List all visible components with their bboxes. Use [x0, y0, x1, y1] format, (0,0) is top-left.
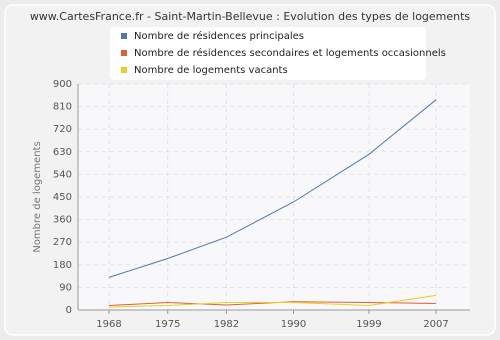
x-tick-label: 1982: [214, 319, 239, 330]
y-tick-label: 0: [66, 305, 72, 316]
x-tick-label: 2007: [423, 319, 448, 330]
legend-swatch: [121, 33, 127, 39]
y-tick-label: 630: [53, 147, 72, 158]
legend-swatch: [121, 67, 127, 73]
y-tick-label: 270: [53, 237, 72, 248]
legend-label: Nombre de résidences principales: [134, 30, 304, 42]
legend-label: Nombre de résidences secondaires et loge…: [134, 47, 446, 59]
y-tick-label: 540: [53, 169, 72, 180]
y-tick-label: 810: [53, 102, 72, 113]
x-tick-label: 1990: [281, 319, 306, 330]
x-tick-label: 1968: [96, 319, 121, 330]
chart-title: www.CartesFrance.fr - Saint-Martin-Belle…: [30, 10, 471, 23]
x-tick-label: 1975: [155, 319, 180, 330]
series-line: [108, 294, 437, 308]
legend-label: Nombre de logements vacants: [134, 65, 288, 76]
series-line: [108, 301, 437, 306]
y-tick-label: 90: [59, 282, 72, 293]
legend: [110, 27, 426, 80]
y-tick-label: 180: [53, 260, 72, 271]
x-tick-label: 1999: [356, 319, 381, 330]
y-tick-label: 360: [53, 215, 72, 226]
y-axis-label: Nombre de logements: [32, 141, 43, 252]
y-tick-label: 720: [53, 124, 72, 135]
series-line: [108, 99, 437, 278]
y-tick-label: 900: [53, 79, 72, 90]
y-tick-label: 450: [53, 192, 72, 203]
legend-swatch: [121, 50, 127, 56]
